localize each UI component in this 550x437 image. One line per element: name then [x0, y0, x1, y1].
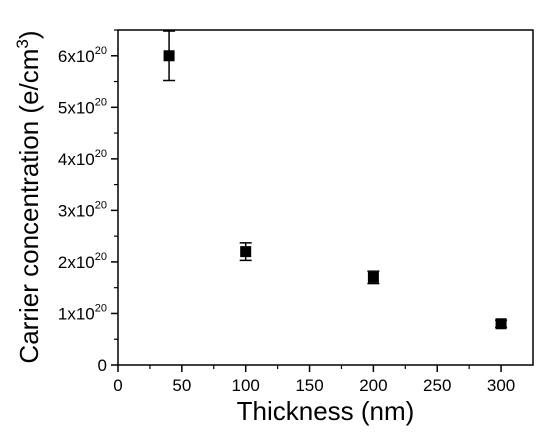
x-tick-label-100: 100: [232, 376, 260, 395]
y-tick-label-4: 4x1020: [58, 148, 107, 169]
data-point-1: [240, 246, 252, 258]
data-point-2: [367, 271, 379, 283]
y-tick-label-1: 1x1020: [58, 302, 107, 323]
x-tick-label-0: 0: [113, 376, 122, 395]
x-tick-label-250: 250: [423, 376, 451, 395]
y-axis-label: Carrier concentration (e/cm3): [13, 30, 44, 363]
y-tick-label-0: 0: [98, 356, 107, 375]
y-tick-label-6: 6x1020: [58, 45, 107, 66]
axis-ticks: 0 50 100 150 200 250 300 0 1x1020 2x1020 3x1020 4x1…: [58, 29, 515, 395]
y-axis-label-closing: ): [14, 30, 44, 39]
y-tick-label-2: 2x1020: [58, 251, 107, 272]
x-axis-label: Thickness (nm): [237, 396, 415, 426]
x-tick-label-200: 200: [359, 376, 387, 395]
data-point-3: [495, 318, 507, 330]
plot-frame: [117, 29, 534, 366]
y-axis-label-text: Carrier concentration (e/cm: [14, 49, 44, 364]
data-points: [163, 30, 508, 330]
x-tick-label-50: 50: [172, 376, 191, 395]
data-point-0: [163, 50, 175, 62]
y-tick-label-5: 5x1020: [58, 96, 107, 117]
x-tick-label-300: 300: [487, 376, 515, 395]
x-tick-label-150: 150: [295, 376, 323, 395]
y-tick-label-3: 3x1020: [58, 199, 107, 220]
y-axis-label-superscript: 3: [13, 39, 32, 48]
